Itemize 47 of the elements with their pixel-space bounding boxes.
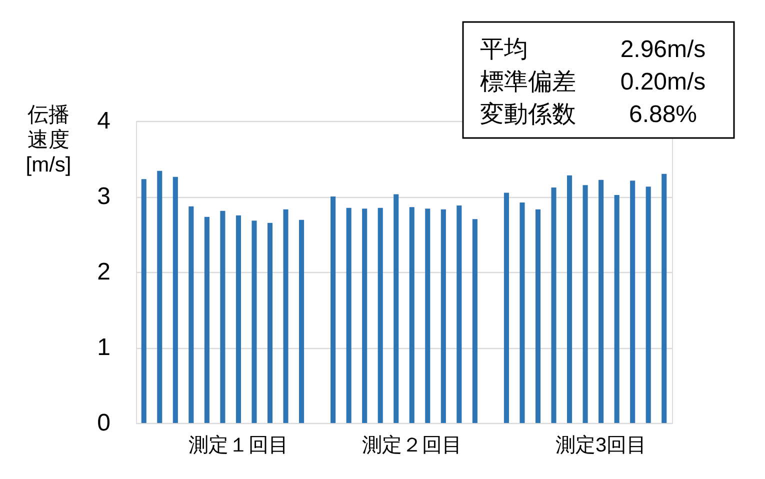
bar [172, 176, 178, 423]
bar [299, 220, 304, 423]
y-tick-label: 1 [97, 334, 110, 361]
bar [346, 208, 352, 423]
bar [440, 209, 446, 423]
bar [283, 209, 288, 423]
bar [646, 186, 651, 423]
bar [204, 216, 210, 423]
text: 0.20m/s [620, 68, 706, 96]
bar [394, 194, 399, 423]
bar [567, 175, 572, 423]
bar [378, 208, 383, 423]
y-tick-label: 0 [97, 410, 110, 436]
text: 標準偏差 [480, 68, 576, 96]
x-tick-label: 測定3回目 [555, 434, 647, 456]
bar [188, 206, 194, 423]
bar [504, 192, 509, 423]
y-tick-label: 3 [97, 183, 110, 210]
text: 平均 [480, 36, 528, 63]
bar [630, 180, 636, 423]
bar [598, 180, 604, 423]
bar [456, 206, 462, 423]
bar [141, 179, 146, 423]
bar [330, 196, 336, 423]
bar [614, 194, 620, 423]
bar [409, 207, 414, 423]
text: 2.96m/s [620, 36, 706, 63]
bar [362, 208, 368, 423]
x-tick-label: 測定１回目 [188, 434, 288, 456]
bar [252, 220, 257, 423]
bar [551, 187, 556, 423]
bar [220, 210, 226, 423]
y-tick-label: 2 [97, 258, 110, 286]
bar [236, 215, 241, 423]
bar [157, 170, 162, 423]
bar [520, 202, 525, 423]
y-axis-title: 伝播速度[m/s] [26, 104, 72, 176]
bar [267, 222, 273, 423]
bar [662, 174, 667, 423]
bar [535, 209, 541, 423]
annotation: 変動係数 [480, 101, 576, 128]
bar [582, 185, 588, 423]
annotation: 6.88% [628, 101, 698, 128]
bar [472, 219, 478, 423]
x-tick-label: 測定２回目 [362, 434, 462, 456]
y-tick-label: 4 [97, 108, 110, 134]
bar [425, 208, 430, 423]
